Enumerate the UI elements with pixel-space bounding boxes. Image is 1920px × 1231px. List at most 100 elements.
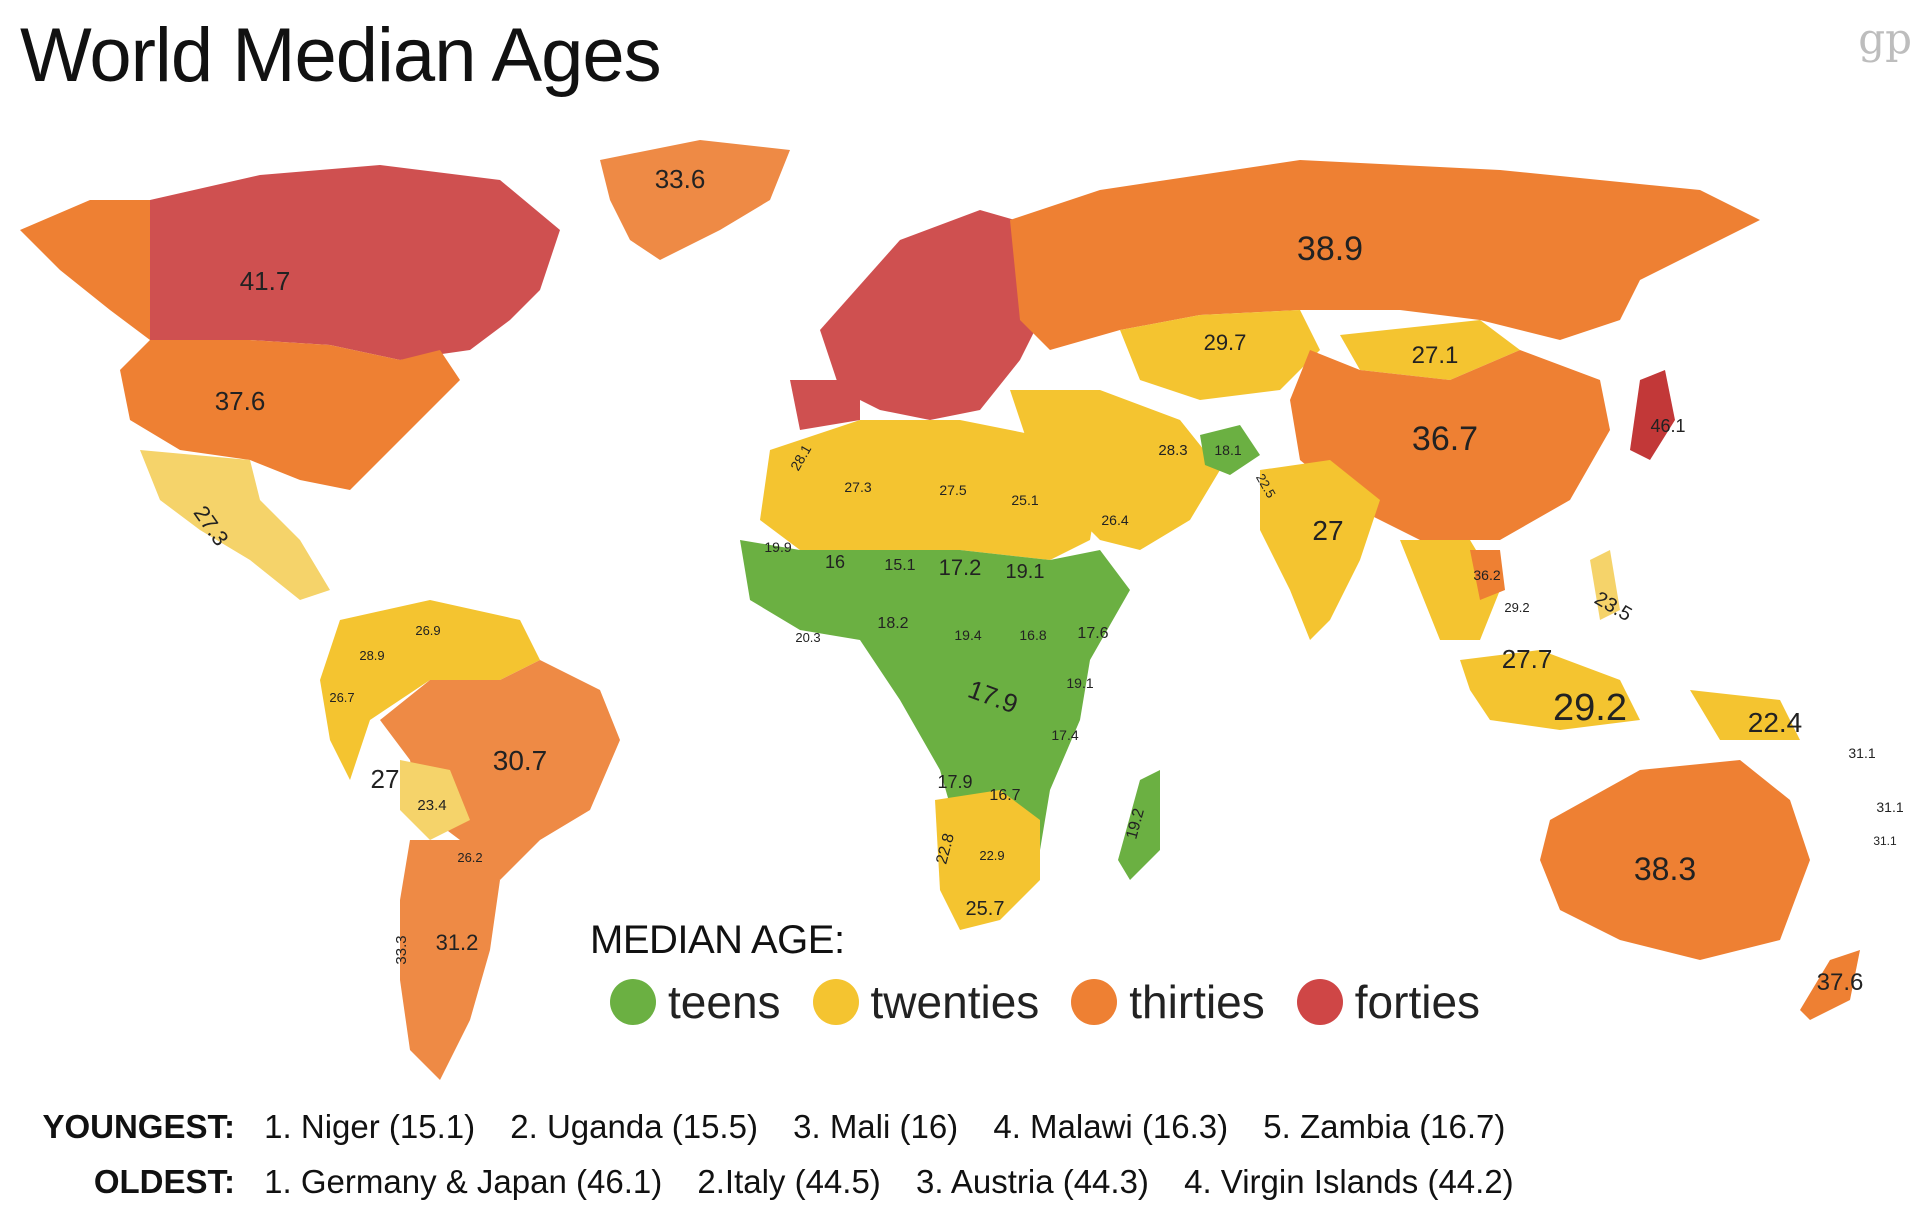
legend-item-twenties: twenties	[812, 975, 1040, 1029]
region-alaska	[20, 200, 150, 340]
label-mali: 16	[825, 552, 845, 572]
label-mauritania: 19.9	[764, 539, 791, 555]
label-australia: 38.3	[1634, 851, 1696, 887]
legend-label-forties: forties	[1354, 976, 1481, 1028]
youngest-entry: 4. Malawi (16.3)	[993, 1108, 1229, 1145]
label-new-zealand: 37.6	[1817, 969, 1864, 996]
label-greenland: 33.6	[655, 164, 706, 194]
region-south-america-north	[320, 600, 540, 780]
oldest-entry: 1. Germany & Japan (46.1)	[264, 1163, 663, 1200]
label-angola: 17.9	[937, 772, 972, 792]
label-tanzania: 17.4	[1051, 727, 1078, 743]
map-title: World Median Ages	[20, 13, 662, 98]
label-vietnam: 29.2	[1504, 600, 1529, 615]
label-iran: 28.3	[1158, 442, 1187, 459]
region-subsaharan-africa	[740, 540, 1130, 880]
label-china: 36.7	[1412, 420, 1478, 458]
world-map: 33.6 41.7 37.6 27.3 28.9 26.9 26.7 27 30…	[20, 140, 1904, 1080]
label-usa: 37.6	[215, 386, 266, 416]
region-mongolia	[1340, 320, 1520, 380]
label-bolivia: 23.4	[417, 797, 446, 814]
label-ecuador: 26.7	[329, 690, 354, 705]
youngest-label: YOUNGEST:	[42, 1108, 235, 1145]
label-brazil: 30.7	[493, 745, 548, 776]
label-afghanistan: 18.1	[1214, 442, 1241, 458]
label-fiji: 31.1	[1848, 745, 1875, 761]
label-ghana: 20.3	[795, 630, 820, 645]
label-png: 22.4	[1748, 707, 1803, 738]
swatch-teens-icon	[610, 979, 656, 1025]
legend-item-forties: forties	[1296, 975, 1481, 1029]
legend-label-twenties: twenties	[870, 976, 1040, 1028]
oldest-row: OLDEST: 1. Germany & Japan (46.1) 2.Ital…	[20, 1163, 1540, 1201]
label-mongolia: 27.1	[1412, 342, 1459, 369]
label-japan: 46.1	[1650, 416, 1685, 436]
region-north-africa	[760, 420, 1100, 560]
label-south-africa: 25.7	[966, 898, 1005, 920]
label-algeria: 27.5	[939, 482, 966, 498]
label-paraguay: 26.2	[457, 850, 482, 865]
oldest-entry: 2.Italy (44.5)	[697, 1163, 881, 1200]
legend: teens twenties thirties forties	[610, 975, 1494, 1029]
youngest-entry: 2. Uganda (15.5)	[510, 1108, 758, 1145]
youngest-entry: 3. Mali (16)	[793, 1108, 959, 1145]
label-sudan: 19.1	[1006, 561, 1045, 583]
oldest-entry: 3. Austria (44.3)	[915, 1163, 1149, 1200]
region-png	[1690, 690, 1800, 740]
label-venezuela: 26.9	[415, 623, 440, 638]
region-greenland	[600, 140, 790, 260]
oldest-entry: 4. Virgin Islands (44.2)	[1184, 1163, 1514, 1200]
swatch-twenties-icon	[812, 979, 859, 1025]
region-mexico	[140, 450, 330, 600]
region-japan	[1630, 370, 1675, 460]
region-southern-africa	[935, 790, 1040, 930]
label-car: 19.4	[954, 627, 981, 643]
region-philippines	[1590, 550, 1620, 620]
oldest-label: OLDEST:	[93, 1163, 235, 1200]
label-zambia: 16.7	[989, 787, 1020, 804]
label-egypt: 25.1	[1011, 492, 1038, 508]
region-new-zealand	[1800, 950, 1860, 1020]
region-madagascar	[1118, 770, 1160, 880]
legend-title: MEDIAN AGE:	[590, 918, 845, 962]
watermark-logo: gp	[1858, 14, 1912, 63]
label-russia: 38.9	[1297, 230, 1363, 268]
region-europe	[820, 210, 1050, 420]
legend-label-thirties: thirties	[1129, 976, 1265, 1028]
label-libya: 27.3	[844, 479, 871, 495]
youngest-row: YOUNGEST: 1. Niger (15.1) 2. Uganda (15.…	[20, 1108, 1531, 1146]
region-bolivia	[400, 760, 470, 840]
region-usa	[120, 340, 460, 490]
region-australia	[1540, 760, 1810, 960]
label-nigeria: 18.2	[877, 615, 908, 632]
label-south-sudan: 16.8	[1019, 627, 1046, 643]
label-peru: 27	[371, 764, 400, 794]
label-chile: 33.3	[393, 935, 410, 964]
label-thailand: 36.2	[1473, 567, 1500, 583]
legend-item-teens: teens	[610, 975, 781, 1029]
label-chad: 17.2	[939, 555, 982, 580]
label-botswana: 22.9	[979, 848, 1004, 863]
youngest-entry: 5. Zambia (16.7)	[1263, 1108, 1506, 1145]
region-afghanistan	[1200, 425, 1260, 475]
label-colombia: 28.9	[359, 648, 384, 663]
label-kenya: 19.1	[1066, 675, 1093, 691]
swatch-thirties-icon	[1071, 979, 1118, 1025]
region-middle-east	[1010, 390, 1220, 550]
label-niger: 15.1	[884, 557, 915, 574]
youngest-entry: 1. Niger (15.1)	[264, 1108, 476, 1145]
label-saudi-arabia: 26.4	[1101, 512, 1128, 528]
label-india: 27	[1312, 515, 1343, 546]
label-malaysia: 27.7	[1502, 644, 1553, 674]
region-iberia	[790, 380, 860, 430]
label-indonesia: 29.2	[1553, 687, 1627, 729]
label-kazakhstan: 29.7	[1204, 330, 1247, 355]
region-canada	[150, 165, 560, 360]
region-argentina	[400, 840, 500, 1080]
region-indonesia	[1460, 650, 1640, 730]
legend-label-teens: teens	[668, 976, 781, 1028]
region-thailand	[1470, 550, 1505, 600]
legend-item-thirties: thirties	[1071, 975, 1265, 1029]
region-russia	[1010, 160, 1760, 350]
label-philippines: 23.5	[1591, 588, 1636, 627]
